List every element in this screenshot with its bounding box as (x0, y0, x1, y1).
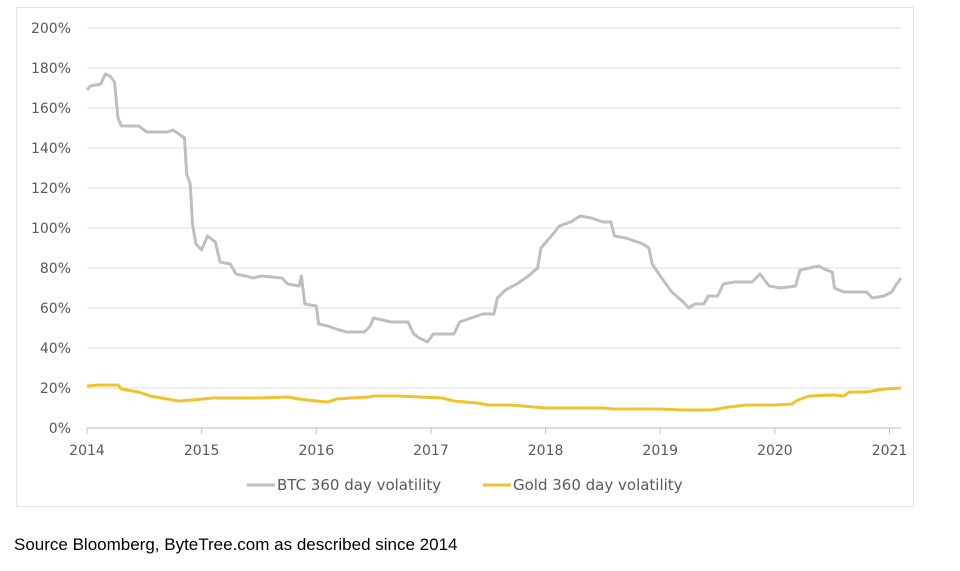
x-tick-label: 2016 (298, 443, 334, 459)
x-tick-label: 2018 (528, 443, 564, 459)
x-tick-label: 2020 (757, 443, 793, 459)
series-line-gold (86, 383, 902, 412)
x-tick-label: 2019 (642, 443, 678, 459)
y-tick-label: 200% (31, 21, 71, 37)
legend-label: Gold 360 day volatility (513, 476, 683, 494)
legend-item-gold: Gold 360 day volatility (483, 476, 683, 494)
y-tick-label: 0% (49, 421, 71, 437)
x-axis-ticks: 2014 2015 2016 2017 2018 2019 2020 2021 (69, 428, 907, 459)
y-tick-label: 100% (31, 221, 71, 237)
line-chart: 0% 20% 40% 60% 80% 100% 120% 140% 160% 180% 200% 2… (31, 21, 907, 494)
series-line-btc (85, 72, 903, 344)
legend-label: BTC 360 day volatility (277, 476, 441, 494)
legend: BTC 360 day volatility Gold 360 day volat… (247, 476, 683, 494)
y-tick-label: 60% (40, 301, 71, 317)
x-tick-label: 2015 (184, 443, 220, 459)
y-tick-label: 40% (40, 341, 71, 357)
x-tick-label: 2014 (69, 443, 105, 459)
y-axis-ticks: 0% 20% 40% 60% 80% 100% 120% 140% 160% 180% 200% (31, 21, 71, 437)
series-lines (85, 72, 903, 412)
y-tick-label: 160% (31, 101, 71, 117)
y-tick-label: 80% (40, 261, 71, 277)
legend-item-btc: BTC 360 day volatility (247, 476, 441, 494)
y-tick-label: 180% (31, 61, 71, 77)
x-tick-label: 2021 (872, 443, 908, 459)
grid-lines (87, 27, 901, 429)
source-note: Source Bloomberg, ByteTree.com as descri… (14, 535, 458, 554)
x-tick-label: 2017 (413, 443, 449, 459)
chart-frame: 0% 20% 40% 60% 80% 100% 120% 140% 160% 180% 200% 2… (16, 7, 914, 507)
y-tick-label: 120% (31, 181, 71, 197)
y-tick-label: 20% (40, 381, 71, 397)
y-tick-label: 140% (31, 141, 71, 157)
